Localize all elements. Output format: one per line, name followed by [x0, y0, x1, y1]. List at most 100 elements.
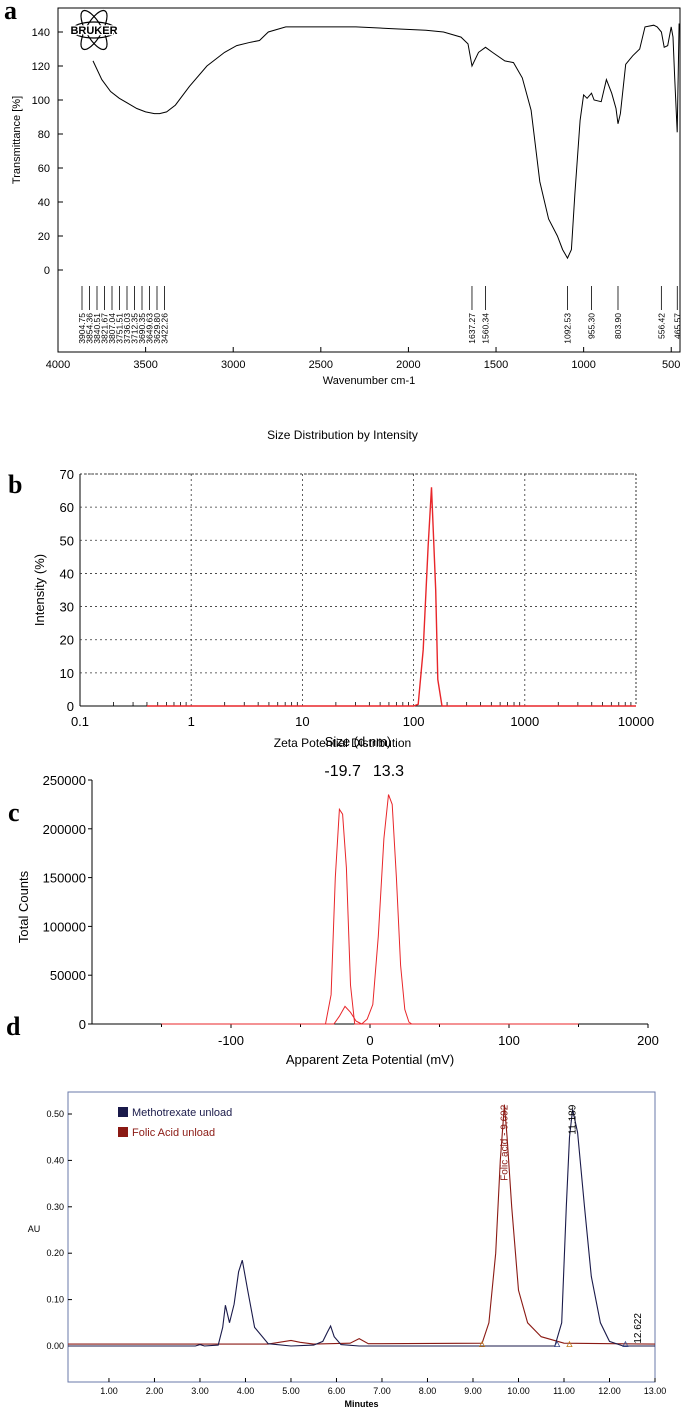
y-tick-label-b: 10: [60, 666, 74, 681]
panel-b: Size Distribution by Intensity b 0 10 20 30…: [0, 420, 685, 749]
peak-label: 3690.35: [137, 313, 147, 344]
peak-label: 3422.26: [160, 313, 170, 344]
y-tick-label-a: 100: [32, 95, 50, 107]
x-tick-label-a: 1500: [484, 359, 508, 371]
panel-label-b: b: [8, 470, 23, 499]
bruker-logo: BRUKER: [69, 9, 119, 51]
zeta-series-2: [161, 794, 579, 1025]
peak-label: 955.30: [586, 313, 596, 339]
x-tick-label-b: 100: [403, 714, 425, 729]
size-distribution-chart: 0 10 20 30 40 50 60 70 0.1 1 10 100 1000 10000 Intensi…: [32, 467, 654, 749]
peak-label: 803.90: [613, 313, 623, 339]
integration-marker: [622, 1340, 629, 1348]
plot-frame-a: [57, 7, 681, 353]
peak-label: 556.42: [656, 313, 666, 339]
x-axis-label-a: Wavenumber cm-1: [323, 375, 416, 387]
ftir-chart: BRUKER 0 20 40 60 80 100 120 140 4000 3500 3000 2500…: [11, 7, 682, 387]
y-tick-label-a: 20: [38, 231, 50, 243]
x-tick-label-d: 6.00: [328, 1386, 346, 1396]
y-axis-label-b: Intensity (%): [32, 554, 47, 626]
peak-label: 1560.34: [480, 313, 490, 344]
y-tick-label-c: 50000: [50, 968, 86, 983]
peak-label: 3712.35: [130, 313, 140, 344]
y-tick-label-c: 100000: [43, 919, 86, 934]
x-tick-label-d: 2.00: [146, 1386, 164, 1396]
y-tick-label-d: 0.20: [46, 1248, 64, 1258]
y-tick-label-b: 20: [60, 633, 74, 648]
x-tick-label-a: 3500: [133, 359, 157, 371]
x-tick-label-d: 4.00: [237, 1386, 255, 1396]
panel-c-plot: c: [0, 780, 685, 880]
y-tick-label-c: 250000: [43, 773, 86, 788]
y-tick-label-a: 80: [38, 129, 50, 141]
x-tick-label-d: 9.00: [464, 1386, 482, 1396]
peak-label: 465.57: [672, 313, 682, 339]
x-tick-label-b: 10: [295, 714, 309, 729]
peak-annotation-d: 11.189: [568, 1104, 579, 1134]
x-tick-label-a: 2500: [309, 359, 333, 371]
chart-title-b: Size Distribution by Intensity: [267, 428, 418, 442]
legend-swatch: [118, 1127, 128, 1137]
spectrum-line: [92, 23, 680, 260]
x-tick-label-d: 3.00: [191, 1386, 209, 1396]
peak-label: 3649.63: [145, 313, 155, 344]
peak-label: 1092.53: [562, 313, 572, 344]
peak-label: 3821.67: [100, 313, 110, 344]
y-axis-label-d: AU: [28, 1224, 41, 1234]
x-tick-label-a: 2000: [396, 359, 420, 371]
y-tick-label-b: 50: [60, 533, 74, 548]
logo-orbit-2: [80, 9, 108, 51]
y-tick-label-b: 30: [60, 600, 74, 615]
peak-label: 3854.36: [85, 313, 95, 344]
y-tick-label-b: 0: [67, 699, 74, 714]
y-tick-label-a: 40: [38, 197, 50, 209]
y-axis-label-a: Transmittance [%]: [11, 96, 23, 184]
y-tick-label-c: 0: [79, 1017, 86, 1032]
x-tick-label-c: 0: [366, 1033, 373, 1048]
y-tick-label-b: 60: [60, 500, 74, 515]
y-axis-label-c: Total Counts: [16, 870, 31, 943]
x-tick-label-d: 7.00: [373, 1386, 391, 1396]
y-tick-label-d: 0.30: [46, 1202, 64, 1212]
peak-label: 1637.27: [467, 313, 477, 344]
x-axis-label-d: Minutes: [344, 1399, 378, 1409]
logo-orbit-3: [80, 9, 108, 51]
plot-frame-d: [67, 1091, 656, 1383]
x-tick-label-a: 500: [662, 359, 680, 371]
peak-annotation-d: Folic acid - 9.692: [499, 1104, 510, 1181]
y-tick-label-c: 200000: [43, 822, 86, 837]
x-tick-label-d: 1.00: [100, 1386, 118, 1396]
x-tick-label-b: 10000: [618, 714, 654, 729]
y-tick-label-c: 150000: [43, 871, 86, 886]
panel-label-d: d: [6, 1012, 21, 1041]
zeta-series-1: [161, 807, 579, 1025]
y-tick-label-a: 0: [44, 265, 50, 277]
peak-annotation-c: -19.7: [324, 763, 361, 780]
peak-annotation-c: 13.3: [373, 763, 404, 780]
x-tick-label-a: 4000: [46, 359, 70, 371]
x-tick-label-c: -100: [218, 1033, 244, 1048]
x-tick-label-b: 0.1: [71, 714, 89, 729]
legend-label: Methotrexate unload: [132, 1107, 232, 1119]
x-tick-label-d: 11.00: [553, 1386, 575, 1396]
x-tick-label-d: 12.00: [598, 1386, 621, 1396]
integration-marker: [566, 1340, 573, 1348]
x-tick-label-a: 3000: [221, 359, 245, 371]
x-tick-label-b: 1: [188, 714, 195, 729]
y-tick-label-d: 0.40: [46, 1155, 64, 1165]
integration-marker: [554, 1340, 561, 1348]
peak-annotation-d: 12.622: [633, 1313, 644, 1344]
integration-marker: [478, 1340, 486, 1348]
y-tick-label-a: 140: [32, 27, 50, 39]
panel-a: a BRUKER 0 20 40 60 80 100 120 140 4000 3500 3000 25…: [0, 0, 685, 400]
y-tick-label-d: 0.10: [46, 1295, 64, 1305]
y-tick-label-a: 60: [38, 163, 50, 175]
x-tick-label-d: 13.00: [644, 1386, 667, 1396]
x-tick-label-a: 1000: [571, 359, 595, 371]
peak-label: 3807.04: [107, 313, 117, 344]
logo-text: BRUKER: [70, 25, 117, 37]
peak-label: 3629.80: [152, 313, 162, 344]
y-tick-label-b: 70: [60, 467, 74, 482]
